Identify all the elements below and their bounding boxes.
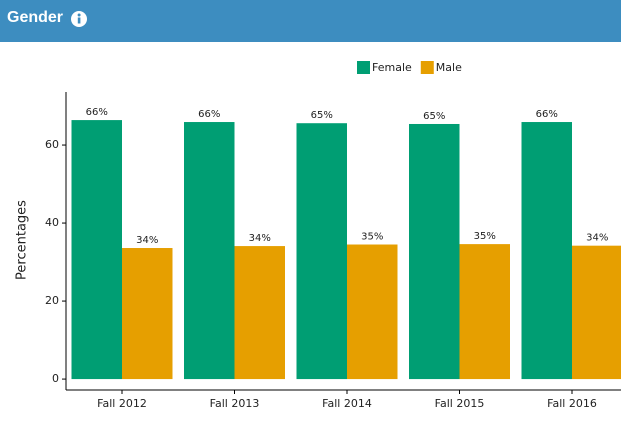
bar [234,246,285,380]
chart: 0 20 40 60 Percentages Female Male Fall 2012 66%… [15,61,621,410]
bar [409,123,460,380]
bar [71,120,122,380]
data-label: 34% [586,233,608,244]
data-label: 34% [249,233,271,244]
legend-label: Female [372,61,412,74]
legend-swatch [420,61,434,74]
y-tick-label: 0 [52,372,59,385]
y-tick-label: 20 [45,294,59,307]
header-title: Gender [7,9,64,26]
x-tick-label: Fall 2012 [97,397,147,410]
data-label: 66% [198,109,220,120]
bar [184,122,235,380]
x-tick-label: Fall 2016 [547,397,597,410]
y-axis-label: Percentages [15,200,30,280]
data-label: 66% [86,107,108,118]
data-label: 35% [474,231,496,242]
x-tick-label: Fall 2013 [210,397,260,410]
y-tick-label: 40 [45,216,59,229]
legend-swatch [357,61,370,74]
x-tick-label: Fall 2015 [435,397,485,410]
data-label: 66% [536,109,558,120]
bar [296,123,347,380]
header-bar: Gender [0,0,621,42]
data-label: 65% [311,110,333,121]
data-label: 65% [423,111,445,122]
data-label: 35% [361,232,383,243]
bar [459,244,510,380]
y-tick-label: 60 [45,138,59,151]
bar [122,248,173,380]
legend-label: Male [436,61,462,74]
bar [572,245,621,380]
bar [521,122,572,380]
bar [347,244,398,380]
x-tick-label: Fall 2014 [322,397,372,410]
info-icon[interactable] [70,10,88,28]
data-label: 34% [136,235,158,246]
